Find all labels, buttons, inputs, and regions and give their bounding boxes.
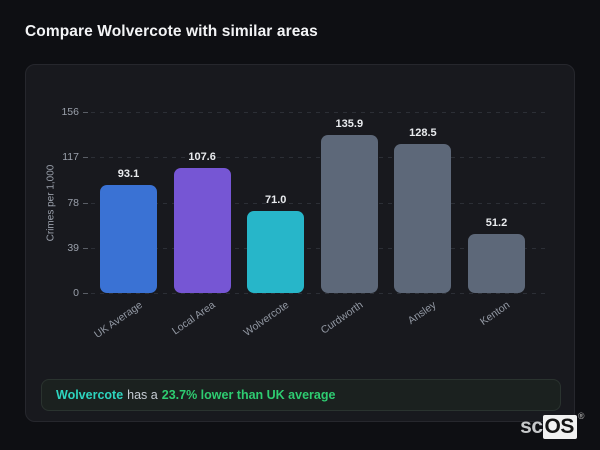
chart-card: Crimes per 1,000 0 39 78 117 156 93.1 UK Avera… xyxy=(25,64,575,422)
bar-value-ansley: 128.5 xyxy=(409,126,437,139)
gridline xyxy=(91,293,549,294)
y-axis-title: Crimes per 1,000 xyxy=(45,164,57,241)
bar-kenton[interactable] xyxy=(468,233,525,293)
bar-wolvercote[interactable] xyxy=(247,210,305,293)
bar-local-area[interactable] xyxy=(173,168,231,293)
registered-trademark-icon: ® xyxy=(577,411,585,421)
bar-value-uk-average: 93.1 xyxy=(117,167,140,180)
scos-logo: scOS ® xyxy=(520,411,585,439)
page-title: Compare Wolvercote with similar areas xyxy=(25,23,318,40)
y-tick-mark xyxy=(83,202,88,204)
note-middle-text: has a xyxy=(127,388,158,402)
bar-curdworth[interactable] xyxy=(320,135,378,293)
y-tick-label: 117 xyxy=(62,151,79,164)
y-tick-label: 39 xyxy=(67,241,79,254)
y-tick-label: 78 xyxy=(67,196,79,209)
y-tick-mark xyxy=(83,293,88,294)
bar-value-wolvercote: 71.0 xyxy=(264,193,287,206)
gridline xyxy=(91,202,549,204)
x-label-local-area: Local Area xyxy=(170,299,218,338)
y-tick-mark xyxy=(83,247,88,249)
note-highlight-text: 23.7% lower than UK average xyxy=(161,388,336,402)
summary-note: Wolvercote has a 23.7% lower than UK ave… xyxy=(41,379,561,411)
y-tick-mark xyxy=(83,112,88,113)
bar-ansley[interactable] xyxy=(394,143,452,293)
gridline xyxy=(91,157,549,159)
x-label-curdworth: Curdworth xyxy=(318,299,366,337)
x-label-wolvercote: Wolvercote xyxy=(241,299,292,339)
y-tick-label: 156 xyxy=(61,106,79,118)
x-label-uk-average: UK Average xyxy=(91,299,145,341)
gridline xyxy=(91,112,549,113)
note-area-name: Wolvercote xyxy=(56,388,124,402)
y-tick-label: 0 xyxy=(73,287,79,299)
y-tick-mark xyxy=(83,157,88,159)
bar-uk-average[interactable] xyxy=(100,184,157,293)
logo-suffix: OS xyxy=(542,415,577,439)
x-label-kenton: Kenton xyxy=(478,299,513,328)
gridline xyxy=(91,247,549,249)
plot-area: Crimes per 1,000 0 39 78 117 156 93.1 UK Avera… xyxy=(46,106,549,341)
bar-value-curdworth: 135.9 xyxy=(335,118,364,131)
bar-value-kenton: 51.2 xyxy=(485,216,508,229)
x-label-ansley: Ansley xyxy=(406,299,439,327)
logo-prefix: sc xyxy=(520,415,543,438)
bar-value-local-area: 107.6 xyxy=(188,151,216,164)
